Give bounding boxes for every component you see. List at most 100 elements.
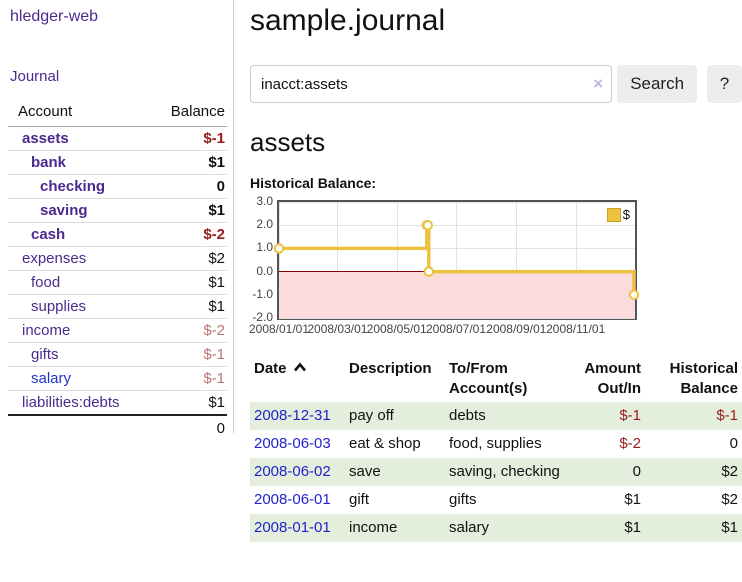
search-form: × Search ? [250,65,742,103]
transactions-table: Date Description To/From Account(s) Amou… [250,356,742,542]
data-point-marker [628,289,640,301]
sidebar-account-link[interactable]: checking [40,178,106,195]
account-row: expenses $2 [8,246,227,271]
chart-negative-region [279,272,635,318]
help-button[interactable]: ? [707,65,742,103]
transaction-date-link[interactable]: 2008-12-31 [254,407,331,424]
account-balance: $1 [146,150,227,175]
gridline [396,202,398,318]
transaction-description: eat & shop [349,435,421,452]
account-balance: 0 [146,174,227,199]
account-row: salary $-1 [8,366,227,391]
column-header-balance: Historical Balance [669,360,738,397]
transaction-accounts: gifts [449,491,477,508]
transaction-row: 2008-06-01 gift gifts $1 $2 [250,486,742,514]
sidebar-item-journal[interactable]: Journal [10,68,60,85]
account-row: income $-2 [8,318,227,343]
transaction-accounts: saving, checking [449,463,560,480]
sidebar-account-link[interactable]: gifts [31,346,59,363]
y-axis-tick-label: -2.0 [252,310,273,324]
account-balance: $-1 [146,342,227,367]
gridline [337,202,339,318]
accounts-header-balance: Balance [146,99,227,127]
transaction-date-link[interactable]: 2008-01-01 [254,519,331,536]
column-header-accounts: To/From Account(s) [449,360,528,397]
transaction-description: income [349,519,398,536]
transaction-balance: $1 [721,519,738,536]
transaction-balance: $2 [721,463,738,480]
main-content: sample.journal × Search ? assets Histori… [234,0,742,542]
sidebar-account-link[interactable]: assets [22,130,69,147]
account-row: bank $1 [8,150,227,175]
account-row: supplies $1 [8,294,227,319]
account-balance: $-1 [203,130,225,147]
account-row: checking 0 [8,174,227,199]
account-row: cash $-2 [8,222,227,247]
account-balance: $1 [146,390,227,415]
sidebar-account-link[interactable]: saving [40,202,88,219]
accounts-table: Account Balance assets $-1 bank $1 checking 0… [8,99,227,441]
transaction-accounts: salary [449,519,490,536]
account-balance: $2 [146,246,227,271]
account-row: gifts $-1 [8,342,227,367]
sidebar-account-link[interactable]: expenses [22,250,87,267]
y-axis-tick-label: 2.0 [256,217,273,232]
transaction-amount: 0 [632,463,641,480]
transaction-description: pay off [349,407,394,424]
account-balance: $-1 [146,366,227,391]
y-axis-tick-label: 3.0 [256,194,273,208]
transaction-balance: $2 [721,491,738,508]
x-axis-tick-label: 2008/05/01 [366,322,427,336]
x-axis-tick-label: 2008/03/01 [307,322,368,336]
y-axis-tick-label: -1.0 [252,286,273,301]
gridline [516,202,518,318]
sidebar-account-link[interactable]: income [22,322,71,339]
chart-title: Historical Balance: [250,175,377,191]
transaction-description: save [349,463,381,480]
account-row: saving $1 [8,198,227,223]
data-point-marker [423,266,435,277]
legend-swatch [606,207,621,222]
accounts-header-account: Account [8,99,147,127]
search-input[interactable] [250,65,613,103]
historical-balance-chart: $ 3.0 2.0 1.0 0.0 -1.0 -2.0 2008/01/01 2008/03/… [249,194,742,340]
accounts-total-value: 0 [146,414,227,441]
sidebar-account-link[interactable]: liabilities:debts [22,394,120,411]
transaction-description: gift [349,491,370,508]
account-balance: $-2 [146,318,227,343]
transaction-amount: $1 [624,519,641,536]
gridline [279,248,635,250]
column-header-description: Description [349,360,432,377]
account-balance: $-2 [146,222,227,247]
x-axis-tick-label: 2008/07/01 [425,322,487,336]
data-point-marker [422,220,434,231]
y-axis-tick-label: 0.0 [256,263,273,278]
sidebar-account-link[interactable]: cash [31,226,66,243]
transaction-date-link[interactable]: 2008-06-03 [254,435,331,452]
app-title-link[interactable]: hledger-web [10,8,99,25]
transaction-amount: $-1 [619,407,641,424]
transaction-accounts: debts [449,407,486,424]
transaction-date-link[interactable]: 2008-06-02 [254,463,331,480]
page-title: sample.journal [250,4,446,37]
accounts-rows: assets $-1 bank $1 checking 0 saving $1 cash $-2 e… [8,127,227,415]
accounts-total-row: 0 [8,414,227,441]
sidebar-account-link[interactable]: bank [31,154,67,171]
gridline [279,225,635,227]
account-row: food $1 [8,270,227,295]
sort-asc-icon [293,362,306,372]
sidebar-account-link[interactable]: salary [31,370,72,387]
transaction-row: 2008-06-03 eat & shop food, supplies $-2 0 [250,430,742,458]
column-header-date[interactable]: Date [250,356,345,402]
gridline [279,202,280,318]
search-button[interactable]: Search [617,65,698,103]
sidebar: hledger-web Journal Account Balance asse… [0,0,234,441]
transaction-date-link[interactable]: 2008-06-01 [254,491,331,508]
sidebar-account-link[interactable]: supplies [31,298,87,315]
data-point-marker [273,243,285,254]
sidebar-account-link[interactable]: food [31,274,61,291]
account-balance: $1 [146,294,227,319]
transaction-row: 2008-12-31 pay off debts $-1 $-1 [250,402,742,430]
gridline [575,202,577,318]
clear-search-icon[interactable]: × [593,74,604,93]
